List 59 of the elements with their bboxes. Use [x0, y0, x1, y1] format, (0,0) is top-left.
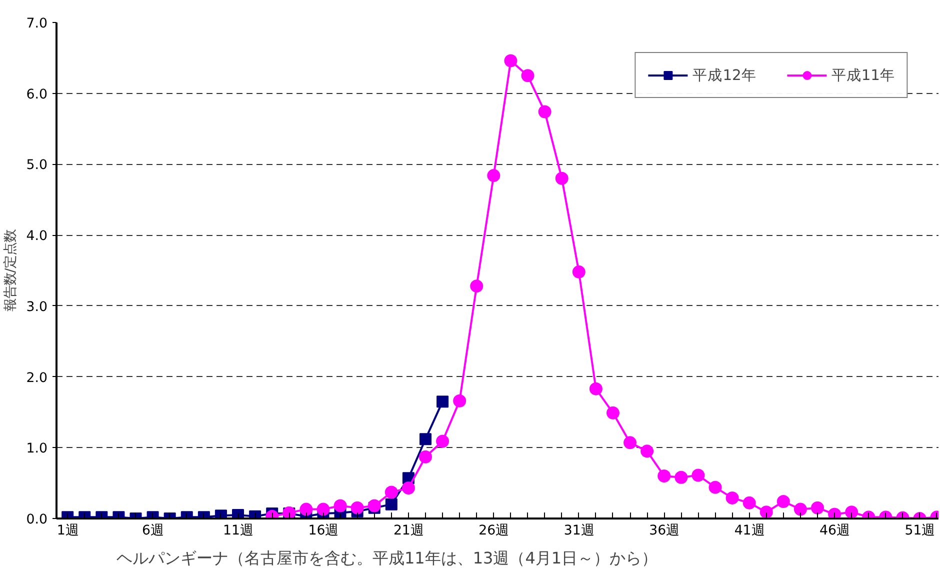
point	[708, 480, 722, 494]
point	[538, 105, 552, 118]
point	[572, 265, 586, 278]
text: ヘルパンギーナ（名古屋市を含む。平成11年は、13週（4月1日～）から）	[116, 548, 658, 568]
y-tick-label: 1.0	[26, 442, 48, 457]
point	[384, 486, 398, 499]
x-tick-label: 11週	[223, 524, 253, 538]
x-tick-label: 31週	[564, 524, 594, 538]
y-tick-label: 3.0	[26, 300, 48, 315]
point	[658, 470, 671, 482]
point	[606, 406, 620, 420]
x-tick-label: 21週	[393, 524, 424, 538]
point	[436, 396, 449, 408]
point	[419, 433, 432, 446]
x-tick-label: 41週	[734, 524, 764, 538]
point	[828, 508, 842, 518]
point	[624, 436, 637, 450]
point	[300, 502, 313, 516]
point	[368, 499, 381, 512]
point	[350, 501, 364, 514]
point	[845, 506, 858, 518]
legend-label: 平成12年	[692, 66, 756, 84]
y-tick-label: 0.0	[26, 512, 48, 528]
y-tick-label: 7.0	[26, 16, 48, 32]
point	[521, 69, 534, 82]
y-tick-label: 5.0	[26, 158, 48, 174]
point	[776, 495, 790, 508]
point	[402, 482, 415, 495]
x-tick-label: 36週	[649, 524, 680, 538]
point	[334, 499, 347, 512]
x-tick-label: 26週	[478, 524, 509, 538]
point	[640, 444, 654, 458]
point	[674, 470, 688, 484]
point	[742, 496, 756, 510]
point	[418, 450, 432, 464]
y-axis-title: 報告数/定点数	[3, 229, 18, 312]
point	[316, 502, 330, 516]
point	[504, 54, 518, 68]
point	[692, 468, 705, 482]
point	[453, 394, 466, 408]
point	[470, 280, 484, 293]
point	[385, 498, 398, 510]
y-tick-label: 4.0	[26, 229, 48, 244]
x-tick-label: 46週	[820, 524, 850, 538]
point	[794, 502, 807, 516]
point	[726, 491, 739, 504]
point	[487, 169, 500, 182]
point	[589, 382, 602, 396]
x-tick-label: 1週	[56, 524, 78, 538]
point	[760, 506, 773, 518]
x-tick-label: 51週	[904, 524, 935, 538]
point	[436, 434, 450, 448]
y-tick-label: 6.0	[26, 87, 48, 102]
x-tick-label: 6週	[142, 524, 164, 538]
point	[555, 172, 568, 185]
x-tick-label: 16週	[308, 524, 338, 538]
legend-label: 平成11年	[831, 66, 895, 84]
point	[810, 501, 824, 514]
y-tick-label: 2.0	[26, 370, 48, 386]
